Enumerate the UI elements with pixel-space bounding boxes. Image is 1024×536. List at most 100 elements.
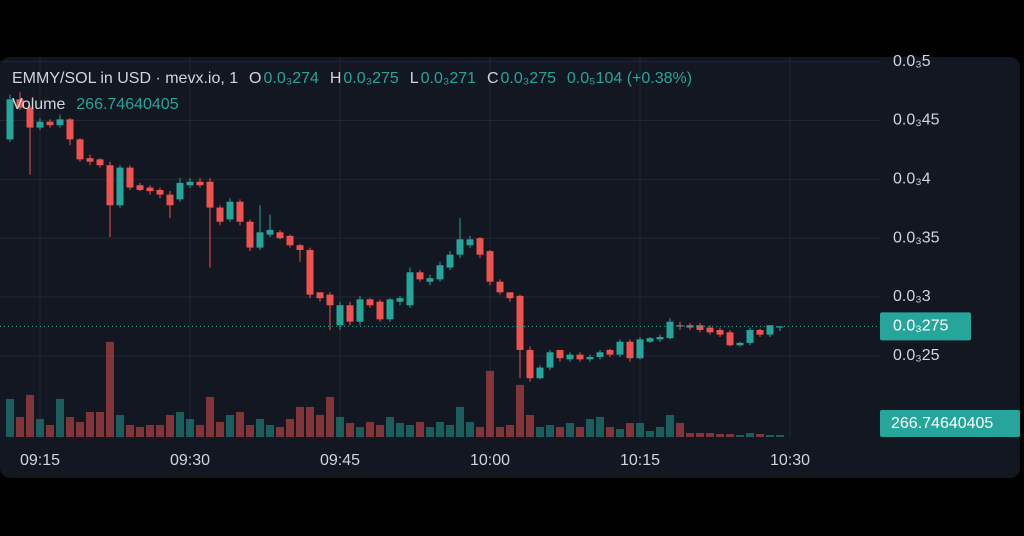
candle-body [516, 295, 524, 350]
candle-body [446, 254, 454, 268]
volume-bar [676, 422, 684, 437]
legend-row: Volume 266.74640405 [12, 92, 694, 118]
volume-value: 266.74640405 [76, 96, 179, 113]
volume-bar [406, 424, 414, 437]
candle-body [196, 181, 204, 186]
y-tick-label: 0.0₃4 [893, 171, 931, 188]
volume-label: Volume [12, 96, 66, 113]
volume-bar [566, 422, 574, 437]
candle-body [366, 299, 374, 306]
volume-bar [706, 432, 714, 437]
candle-body [776, 326, 784, 328]
x-tick-label: 09:45 [320, 452, 360, 469]
volume-bar [726, 433, 734, 437]
candle-body [546, 352, 554, 368]
volume-bar [696, 432, 704, 437]
candle-body [666, 321, 674, 339]
volume-bar [116, 414, 124, 437]
candle-body [106, 165, 114, 206]
candle-body [26, 107, 34, 128]
candle-body [576, 354, 584, 360]
volume-bar [256, 418, 264, 437]
volume-bar [326, 396, 334, 437]
high-value: 0.0₃275 [343, 70, 399, 87]
volume-bar [356, 426, 364, 437]
candle-body [306, 249, 314, 295]
candle-body [86, 158, 94, 162]
x-tick-label: 10:00 [470, 452, 510, 469]
volume-bar [666, 414, 674, 437]
volume-bar [746, 432, 754, 437]
x-tick-label: 09:15 [20, 452, 60, 469]
candle-body [96, 159, 104, 166]
candle-body [646, 338, 654, 342]
volume-bar [536, 426, 544, 437]
volume-bar [276, 426, 284, 437]
volume-bar [346, 422, 354, 437]
y-tick-label: 0.0₃35 [893, 229, 940, 246]
candle-body [76, 139, 84, 160]
candle-body [206, 181, 214, 208]
volume-bar [246, 424, 254, 437]
y-tick-label: 0.0₃25 [893, 347, 940, 364]
volume-bar [296, 406, 304, 437]
volume-bar [526, 414, 534, 437]
candle-body [736, 342, 744, 346]
volume-bar [106, 341, 114, 437]
volume-bar [186, 418, 194, 437]
candle-body [176, 182, 184, 200]
candle-body [146, 187, 154, 192]
x-tick-label: 09:30 [170, 452, 210, 469]
volume-tag: 266.74640405 [891, 415, 993, 432]
volume-bar [496, 426, 504, 437]
price-tag-bg [880, 312, 971, 341]
candle-body [456, 239, 464, 255]
volume-bar [596, 416, 604, 437]
candle-body [396, 298, 404, 302]
candle-body [286, 235, 294, 246]
candle-body [66, 119, 74, 140]
volume-bar [426, 426, 434, 437]
volume-bar [236, 411, 244, 437]
candle-body [606, 349, 614, 355]
volume-bar [736, 434, 744, 437]
candle-body [116, 167, 124, 206]
low-value: 0.0₃271 [420, 70, 477, 87]
volume-bar [96, 411, 104, 437]
volume-bar [136, 426, 144, 437]
candle-body [156, 189, 164, 195]
candle-body [346, 305, 354, 322]
change-value: 0.0₅104 (+0.38%) [566, 70, 693, 87]
candle-body [136, 185, 144, 190]
volume-bar [616, 428, 624, 437]
candle-body [426, 278, 434, 282]
candle-body [376, 301, 384, 320]
candle-body [586, 357, 594, 360]
volume-bar [226, 414, 234, 437]
close-label: C [486, 70, 499, 87]
volume-bar [306, 406, 314, 437]
candle-body [656, 337, 664, 340]
volume-bar [486, 370, 494, 437]
candle-body [506, 292, 514, 299]
candle-layer [6, 92, 784, 382]
volume-bar [446, 424, 454, 437]
candle-body [766, 325, 774, 335]
volume-tag-bg [880, 410, 1020, 437]
candle-body [316, 292, 324, 299]
volume-bar [26, 394, 34, 437]
volume-bar [286, 418, 294, 437]
volume-bar [66, 416, 74, 437]
candle-body [716, 329, 724, 335]
symbol: EMMY/SOL in USD · mevx.io, 1 [12, 70, 239, 87]
volume-bar [516, 384, 524, 437]
volume-bar [36, 418, 44, 437]
volume-bar [6, 398, 14, 437]
candle-body [216, 207, 224, 222]
candle-body [236, 201, 244, 222]
candle-body [686, 325, 694, 328]
volume-bar [506, 424, 514, 437]
volume-bar [576, 426, 584, 437]
